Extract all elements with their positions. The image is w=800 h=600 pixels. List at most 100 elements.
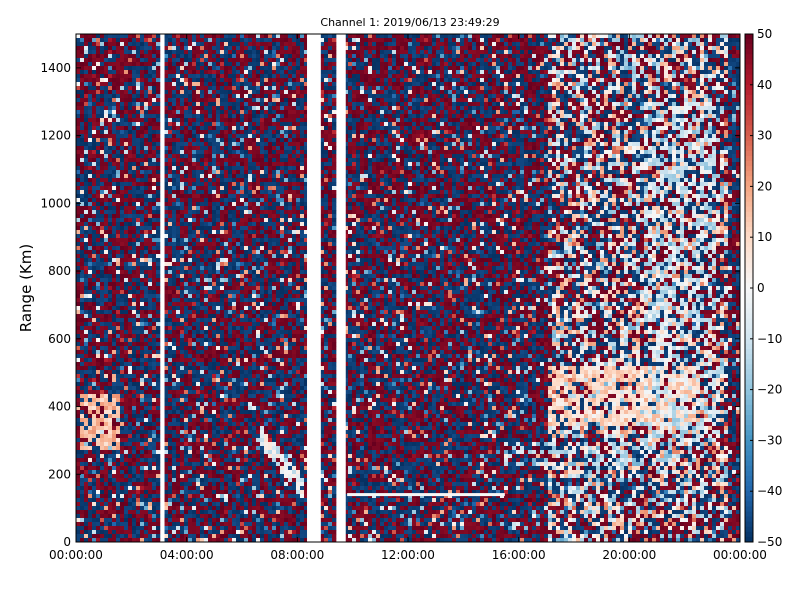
heatmap-cell [88, 138, 92, 142]
heatmap-cell [204, 510, 208, 514]
heatmap-cell [232, 414, 236, 418]
heatmap-cell [80, 74, 84, 78]
heatmap-cell [80, 142, 84, 146]
heatmap-cell [228, 154, 232, 158]
heatmap-cell [152, 118, 156, 122]
heatmap-cell [172, 62, 176, 66]
heatmap-cell [128, 422, 132, 426]
heatmap-cell [224, 486, 228, 490]
heatmap-cell [216, 294, 220, 298]
heatmap-cell [176, 286, 180, 290]
heatmap-cell [168, 190, 172, 194]
heatmap-cell [92, 322, 96, 326]
heatmap-cell [208, 434, 212, 438]
heatmap-cell [164, 358, 168, 362]
heatmap-cell [144, 34, 148, 38]
heatmap-cell [172, 398, 176, 402]
heatmap-cell [176, 306, 180, 310]
heatmap-cell [176, 226, 180, 230]
heatmap-cell [88, 478, 92, 482]
heatmap-cell [236, 86, 240, 90]
heatmap-cell [108, 270, 112, 274]
heatmap-cell [192, 150, 196, 154]
heatmap-cell [76, 110, 80, 114]
heatmap-cell [92, 282, 96, 286]
heatmap-cell [136, 130, 140, 134]
heatmap-cell [192, 270, 196, 274]
heatmap-cell [196, 82, 200, 86]
heatmap-cell [200, 430, 204, 434]
heatmap-cell [228, 410, 232, 414]
heatmap-cell [176, 314, 180, 318]
heatmap-cell [208, 38, 212, 42]
heatmap-cell [208, 142, 212, 146]
heatmap-cell [184, 74, 188, 78]
heatmap-cell [196, 530, 200, 534]
heatmap-cell [220, 230, 224, 234]
heatmap-cell [228, 254, 232, 258]
heatmap-cell [132, 358, 136, 362]
heatmap-cell [96, 134, 100, 138]
heatmap-cell [220, 242, 224, 246]
heatmap-cell [184, 54, 188, 58]
heatmap-cell [80, 330, 84, 334]
heatmap-cell [76, 442, 80, 446]
heatmap-cell [236, 118, 240, 122]
heatmap-cell [192, 434, 196, 438]
heatmap-cell [128, 182, 132, 186]
heatmap-cell [132, 478, 136, 482]
heatmap-cell [100, 442, 104, 446]
heatmap-cell [232, 146, 236, 150]
heatmap-cell [132, 470, 136, 474]
heatmap-cell [96, 522, 100, 526]
heatmap-cell [104, 114, 108, 118]
heatmap-cell [172, 150, 176, 154]
heatmap-cell [108, 382, 112, 386]
heatmap-cell [76, 326, 80, 330]
heatmap-cell [228, 342, 232, 346]
heatmap-cell [224, 414, 228, 418]
heatmap-cell [112, 118, 116, 122]
heatmap-cell [84, 342, 88, 346]
heatmap-cell [152, 146, 156, 150]
heatmap-cell [100, 158, 104, 162]
heatmap-cell [100, 282, 104, 286]
heatmap-cell [212, 494, 216, 498]
heatmap-cell [176, 502, 180, 506]
heatmap-cell [80, 514, 84, 518]
heatmap-cell [128, 86, 132, 90]
heatmap-cell [120, 386, 124, 390]
heatmap-cell [212, 418, 216, 422]
heatmap-cell [208, 234, 212, 238]
heatmap-cell [168, 442, 172, 446]
heatmap-cell [172, 38, 176, 42]
heatmap-cell [92, 262, 96, 266]
heatmap-cell [96, 258, 100, 262]
heatmap-cell [196, 438, 200, 442]
heatmap-cell [172, 146, 176, 150]
heatmap-cell [216, 442, 220, 446]
heatmap-cell [84, 358, 88, 362]
heatmap-cell [124, 318, 128, 322]
heatmap-cell [136, 58, 140, 62]
heatmap-cell [100, 246, 104, 250]
heatmap-cell [80, 462, 84, 466]
heatmap-cell [212, 42, 216, 46]
heatmap-cell [164, 186, 168, 190]
heatmap-cell [136, 246, 140, 250]
heatmap-cell [152, 378, 156, 382]
heatmap-cell [204, 530, 208, 534]
heatmap-cell [180, 74, 184, 78]
heatmap-cell [224, 174, 228, 178]
heatmap-cell [184, 370, 188, 374]
heatmap-cell [128, 438, 132, 442]
heatmap-cell [104, 198, 108, 202]
heatmap-cell [124, 386, 128, 390]
heatmap-cell [156, 522, 160, 526]
heatmap-cell [228, 454, 232, 458]
heatmap-cell [132, 210, 136, 214]
heatmap-cell [232, 454, 236, 458]
heatmap-cell [156, 162, 160, 166]
heatmap-cell [140, 82, 144, 86]
heatmap-cell [104, 50, 108, 54]
